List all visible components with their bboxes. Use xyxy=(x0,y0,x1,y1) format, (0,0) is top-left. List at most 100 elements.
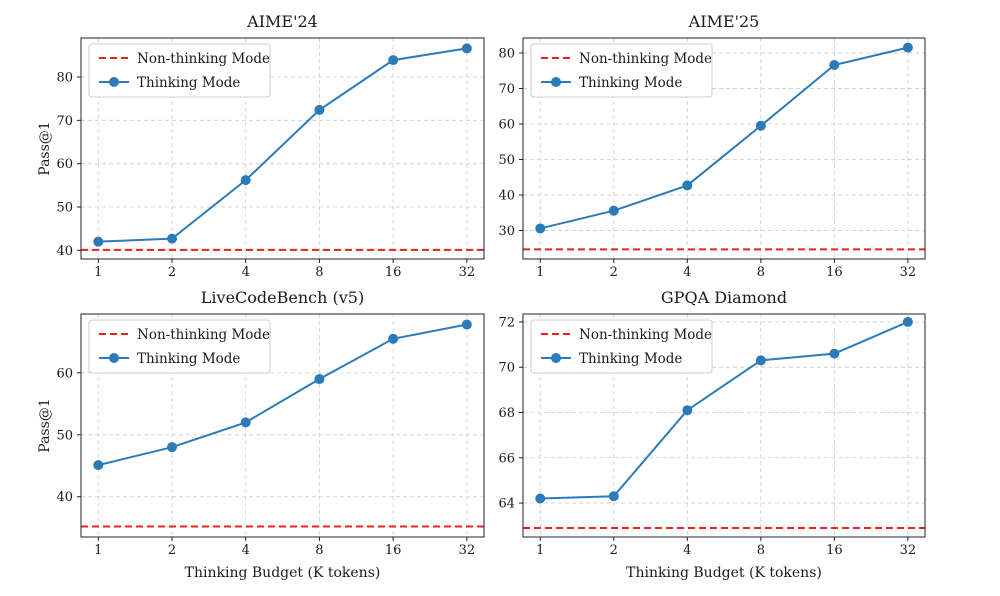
legend-thinking-label: Thinking Mode xyxy=(137,75,240,91)
thinking-point xyxy=(461,43,472,54)
x-tick-label: 16 xyxy=(826,265,843,280)
chart-title: AIME'24 xyxy=(246,12,318,31)
thinking-point xyxy=(314,374,325,385)
thinking-point xyxy=(93,460,104,471)
thinking-point xyxy=(461,319,472,330)
x-tick-label: 4 xyxy=(683,543,691,558)
x-tick-label: 32 xyxy=(459,543,476,558)
y-axis-label: Pass@1 xyxy=(37,398,53,452)
x-tick-label: 32 xyxy=(459,265,476,280)
y-tick-label: 60 xyxy=(56,366,73,381)
chart-title: AIME'25 xyxy=(688,12,760,31)
plot-frame xyxy=(522,37,926,260)
legend-non-thinking-label: Non-thinking Mode xyxy=(579,327,712,343)
thinking-point xyxy=(240,175,251,186)
x-tick-label: 2 xyxy=(610,543,618,558)
y-tick-label: 68 xyxy=(498,406,515,421)
chart-title: GPQA Diamond xyxy=(661,288,787,307)
thinking-point xyxy=(240,417,251,428)
x-tick-label: 2 xyxy=(168,543,176,558)
thinking-point xyxy=(682,405,693,416)
chart-panel-3: 1 2 4 8 16 32 40 50 60 LiveCodeBench (v5) Pass@1 Th… xyxy=(37,288,485,581)
legend-thinking-label: Thinking Mode xyxy=(137,351,240,367)
thinking-point xyxy=(166,442,177,453)
x-tick-label: 32 xyxy=(900,543,917,558)
x-tick-label: 16 xyxy=(826,543,843,558)
y-tick-label: 80 xyxy=(56,71,73,86)
y-tick-label: 70 xyxy=(498,82,515,97)
legend-non-thinking-label: Non-thinking Mode xyxy=(137,327,270,343)
y-tick-label: 70 xyxy=(498,361,515,376)
x-tick-label: 1 xyxy=(94,543,102,558)
x-tick-label: 1 xyxy=(94,265,102,280)
y-axis-label: Pass@1 xyxy=(37,121,53,175)
chart-title: LiveCodeBench (v5) xyxy=(201,288,364,307)
chart-panel-1: 1 2 4 8 16 32 40 50 60 70 80 AIME'24 Pass@1 Non-think… xyxy=(37,12,485,280)
legend-thinking-swatch-marker xyxy=(109,77,119,87)
x-tick-label: 1 xyxy=(536,543,544,558)
legend-box xyxy=(88,319,271,374)
x-axis-label: Thinking Budget (K tokens) xyxy=(185,565,381,581)
legend-box xyxy=(530,43,713,98)
x-tick-label: 4 xyxy=(242,265,250,280)
thinking-line xyxy=(98,323,468,467)
x-tick-label: 8 xyxy=(757,265,765,280)
y-tick-label: 50 xyxy=(56,428,73,443)
y-tick-label: 64 xyxy=(498,497,515,512)
legend-thinking-swatch-marker xyxy=(551,353,561,363)
thinking-point xyxy=(388,333,399,344)
thinking-point xyxy=(829,348,840,359)
y-tick-label: 66 xyxy=(498,451,515,466)
thinking-point xyxy=(755,355,766,366)
x-tick-label: 2 xyxy=(168,265,176,280)
plot-frame xyxy=(80,313,485,538)
thinking-point xyxy=(535,223,546,234)
thinking-point xyxy=(608,491,619,502)
y-tick-label: 60 xyxy=(498,117,515,132)
y-tick-label: 72 xyxy=(498,315,515,330)
x-axis-label: Thinking Budget (K tokens) xyxy=(626,565,822,581)
y-tick-label: 70 xyxy=(56,114,73,129)
x-tick-label: 16 xyxy=(385,265,402,280)
thinking-point xyxy=(608,205,619,216)
x-tick-label: 16 xyxy=(385,543,402,558)
thinking-point xyxy=(535,493,546,504)
thinking-point xyxy=(166,233,177,244)
y-tick-label: 50 xyxy=(56,201,73,216)
x-tick-label: 8 xyxy=(315,543,323,558)
legend-thinking-label: Thinking Mode xyxy=(579,75,682,91)
x-tick-label: 1 xyxy=(536,265,544,280)
legend-non-thinking-label: Non-thinking Mode xyxy=(137,51,270,67)
y-tick-label: 40 xyxy=(498,189,515,204)
thinking-point xyxy=(93,236,104,247)
thinking-point xyxy=(902,42,913,53)
y-tick-label: 80 xyxy=(498,46,515,61)
thinking-point xyxy=(902,316,913,327)
y-tick-label: 30 xyxy=(498,224,515,239)
plot-frame xyxy=(522,313,926,538)
thinking-line xyxy=(98,47,468,243)
thinking-line xyxy=(540,46,909,230)
legend-box xyxy=(88,43,271,98)
thinking-point xyxy=(314,104,325,115)
x-tick-label: 4 xyxy=(242,543,250,558)
y-tick-label: 40 xyxy=(56,490,73,505)
thinking-point xyxy=(829,60,840,71)
x-tick-label: 2 xyxy=(610,265,618,280)
x-tick-label: 8 xyxy=(757,543,765,558)
thinking-point xyxy=(682,180,693,191)
chart-panel-4: 1 2 4 8 16 32 64 66 68 70 72 GPQA Diamond Thinking B… xyxy=(498,288,926,581)
y-tick-label: 50 xyxy=(498,153,515,168)
thinking-point xyxy=(755,120,766,131)
x-tick-label: 4 xyxy=(683,265,691,280)
plot-frame xyxy=(80,37,485,260)
legend-thinking-swatch-marker xyxy=(551,77,561,87)
legend-box xyxy=(530,319,713,374)
x-tick-label: 32 xyxy=(900,265,917,280)
thinking-line xyxy=(540,321,909,500)
legend-thinking-swatch-marker xyxy=(109,353,119,363)
legend-thinking-label: Thinking Mode xyxy=(579,351,682,367)
chart-panel-2: 1 2 4 8 16 32 30 40 50 60 70 80 AIME'25 Non-thinking … xyxy=(498,12,926,280)
y-tick-label: 40 xyxy=(56,244,73,259)
